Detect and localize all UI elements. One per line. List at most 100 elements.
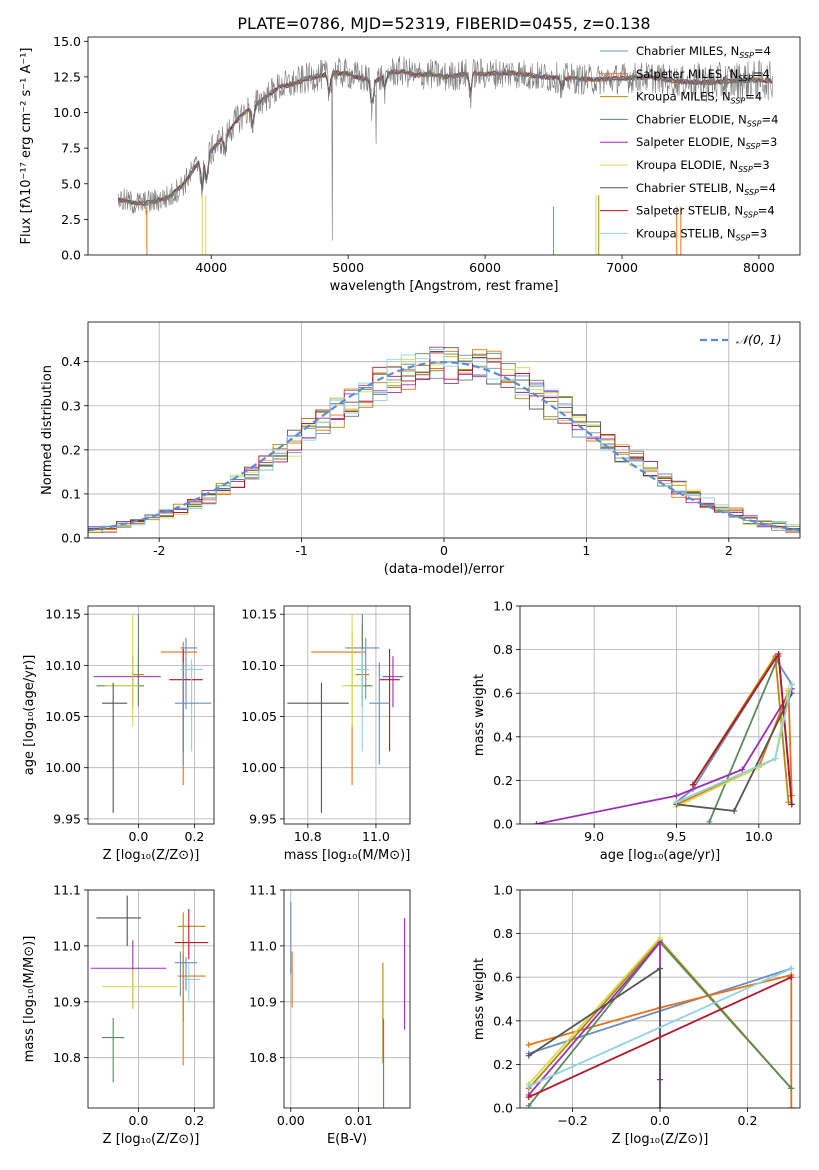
mass-vs-ebv-panel: 0.00 0.01 10.8 10.9 11.0 11.1 E(B-V) [249, 883, 411, 1147]
spectrum-panel: 4000 5000 6000 7000 8000 0.0 2.5 5.0 7.5 10.0 12.5… [19, 34, 801, 294]
y-tick-label: 0.4 [493, 729, 513, 744]
y-tick-label: 0.6 [493, 970, 513, 985]
weight-line [528, 976, 792, 1098]
y-tick-label: 11.1 [249, 883, 277, 898]
x-tick-label: 9.0 [584, 829, 604, 844]
y-tick-label: 10.8 [53, 1050, 81, 1065]
errorbar-point [355, 648, 370, 752]
x-tick-label: 0 [440, 543, 448, 558]
weight-line [528, 939, 661, 1096]
x-axis-label: wavelength [Angstrom, rest frame] [330, 279, 559, 294]
y-tick-label: 0.8 [493, 642, 513, 657]
errorbar-point [311, 631, 366, 786]
x-tick-label: -2 [153, 543, 165, 558]
weight-marker [731, 807, 738, 814]
y-tick-label: 1.0 [493, 599, 513, 614]
y-tick-label: 0.3 [61, 398, 81, 413]
x-tick-label: 10.0 [745, 829, 773, 844]
legend-label: Salpeter MILES, NSSP=4 [636, 67, 770, 83]
y-tick-label: 10.8 [249, 1050, 277, 1065]
weight-marker [775, 650, 782, 657]
x-tick-label: 5000 [332, 260, 364, 275]
weight-marker [739, 766, 746, 773]
y-tick-label: 11.0 [53, 938, 81, 953]
x-tick-label: 0.0 [128, 829, 148, 844]
weight-marker [673, 792, 680, 799]
errorbar-point [183, 962, 200, 1002]
x-tick-label: 4000 [195, 260, 227, 275]
errorbar-point [90, 940, 167, 1008]
legend-label: Chabrier STELIB, NSSP=4 [636, 181, 776, 197]
errorbar-point [180, 659, 203, 752]
errorbar-point [174, 662, 212, 765]
weight-marker [657, 1105, 663, 1108]
y-axis-label: Normed distribution [40, 365, 55, 495]
weight-vs-age-panel: 9.0 9.5 10.0 0.0 0.2 0.4 0.6 0.8 1.0 age [log₁₀(a… [472, 599, 801, 863]
y-tick-label: 9.95 [249, 811, 277, 826]
x-tick-label: 0.00 [277, 1113, 305, 1128]
weight-vs-age-frame [519, 605, 801, 825]
errorbar-point [96, 614, 144, 707]
y-tick-label: 9.95 [53, 811, 81, 826]
x-axis-label: E(B-V) [327, 1132, 367, 1147]
errorbar-point [104, 614, 139, 727]
x-tick-label: 0.0 [650, 1113, 670, 1128]
x-tick-label: 10.8 [294, 829, 322, 844]
errorbar-point [102, 1018, 125, 1083]
y-tick-label: 0.8 [493, 926, 513, 941]
y-tick-label: 10.00 [241, 760, 277, 775]
age-vs-Z-frame [87, 605, 215, 825]
y-tick-label: 10.10 [45, 658, 81, 673]
legend-label: Chabrier MILES, NSSP=4 [636, 44, 771, 60]
mass-vs-ebv-plot-area [284, 890, 410, 1108]
weight-line [528, 966, 661, 1108]
x-axis-label: Z [log₁₀(Z/Z⊙)] [103, 1132, 200, 1147]
y-tick-label: 10.10 [241, 658, 277, 673]
x-tick-label: 6000 [469, 260, 501, 275]
y-tick-label: 1.0 [493, 883, 513, 898]
weight-marker [788, 974, 795, 981]
y-tick-label: 0.2 [493, 1057, 513, 1072]
legend-label: Kroupa STELIB, NSSP=3 [636, 226, 767, 242]
weight-marker [525, 1083, 532, 1090]
histogram-series [88, 349, 800, 534]
weight-marker [788, 965, 795, 972]
x-tick-label: 0.01 [345, 1113, 373, 1128]
y-tick-label: 10.00 [45, 760, 81, 775]
weight-marker [657, 934, 663, 941]
age-vs-mass-plot-area [284, 606, 410, 824]
errorbar-point [177, 953, 206, 1066]
weight-vs-Z-plot-area [520, 890, 800, 1108]
x-axis-label: Z [log₁₀(Z/Z⊙)] [103, 848, 200, 863]
y-tick-label: 10.05 [45, 709, 81, 724]
x-axis-label: (data-model)/error [384, 562, 505, 577]
weight-marker [525, 1041, 532, 1048]
y-tick-label: 12.5 [53, 69, 81, 84]
spectrum-plot-area [117, 55, 773, 255]
legend-label: Salpeter STELIB, NSSP=4 [636, 204, 775, 220]
x-axis-label: age [log₁₀(age/yr)] [600, 848, 721, 863]
y-tick-label: 0.0 [61, 531, 81, 546]
y-axis-label: mass weight [472, 674, 487, 756]
weight-marker [689, 781, 696, 788]
y-tick-label: 0.6 [493, 686, 513, 701]
weight-line [528, 973, 793, 1108]
y-tick-label: 15.0 [53, 34, 81, 49]
legend-label: Chabrier ELODIE, NSSP=4 [636, 112, 778, 128]
y-tick-label: 0.0 [493, 1101, 513, 1116]
y-tick-label: 10.9 [53, 994, 81, 1009]
mass-vs-Z-plot-area [88, 890, 214, 1108]
y-axis-label: mass [log₁₀(M/M⊙)] [22, 936, 37, 1063]
errorbar-point [102, 682, 128, 813]
y-axis-label: mass weight [472, 958, 487, 1040]
x-tick-label: 0.2 [184, 1113, 204, 1128]
errorbar-point [341, 614, 363, 727]
age-vs-Z-plot-area [88, 606, 214, 824]
x-tick-label: 11.0 [362, 829, 390, 844]
errorbar-point [177, 912, 206, 1022]
y-tick-label: 7.5 [61, 141, 81, 156]
y-tick-label: 10.15 [45, 607, 81, 622]
errorbar-point [174, 909, 209, 960]
weight-marker [788, 1105, 795, 1108]
